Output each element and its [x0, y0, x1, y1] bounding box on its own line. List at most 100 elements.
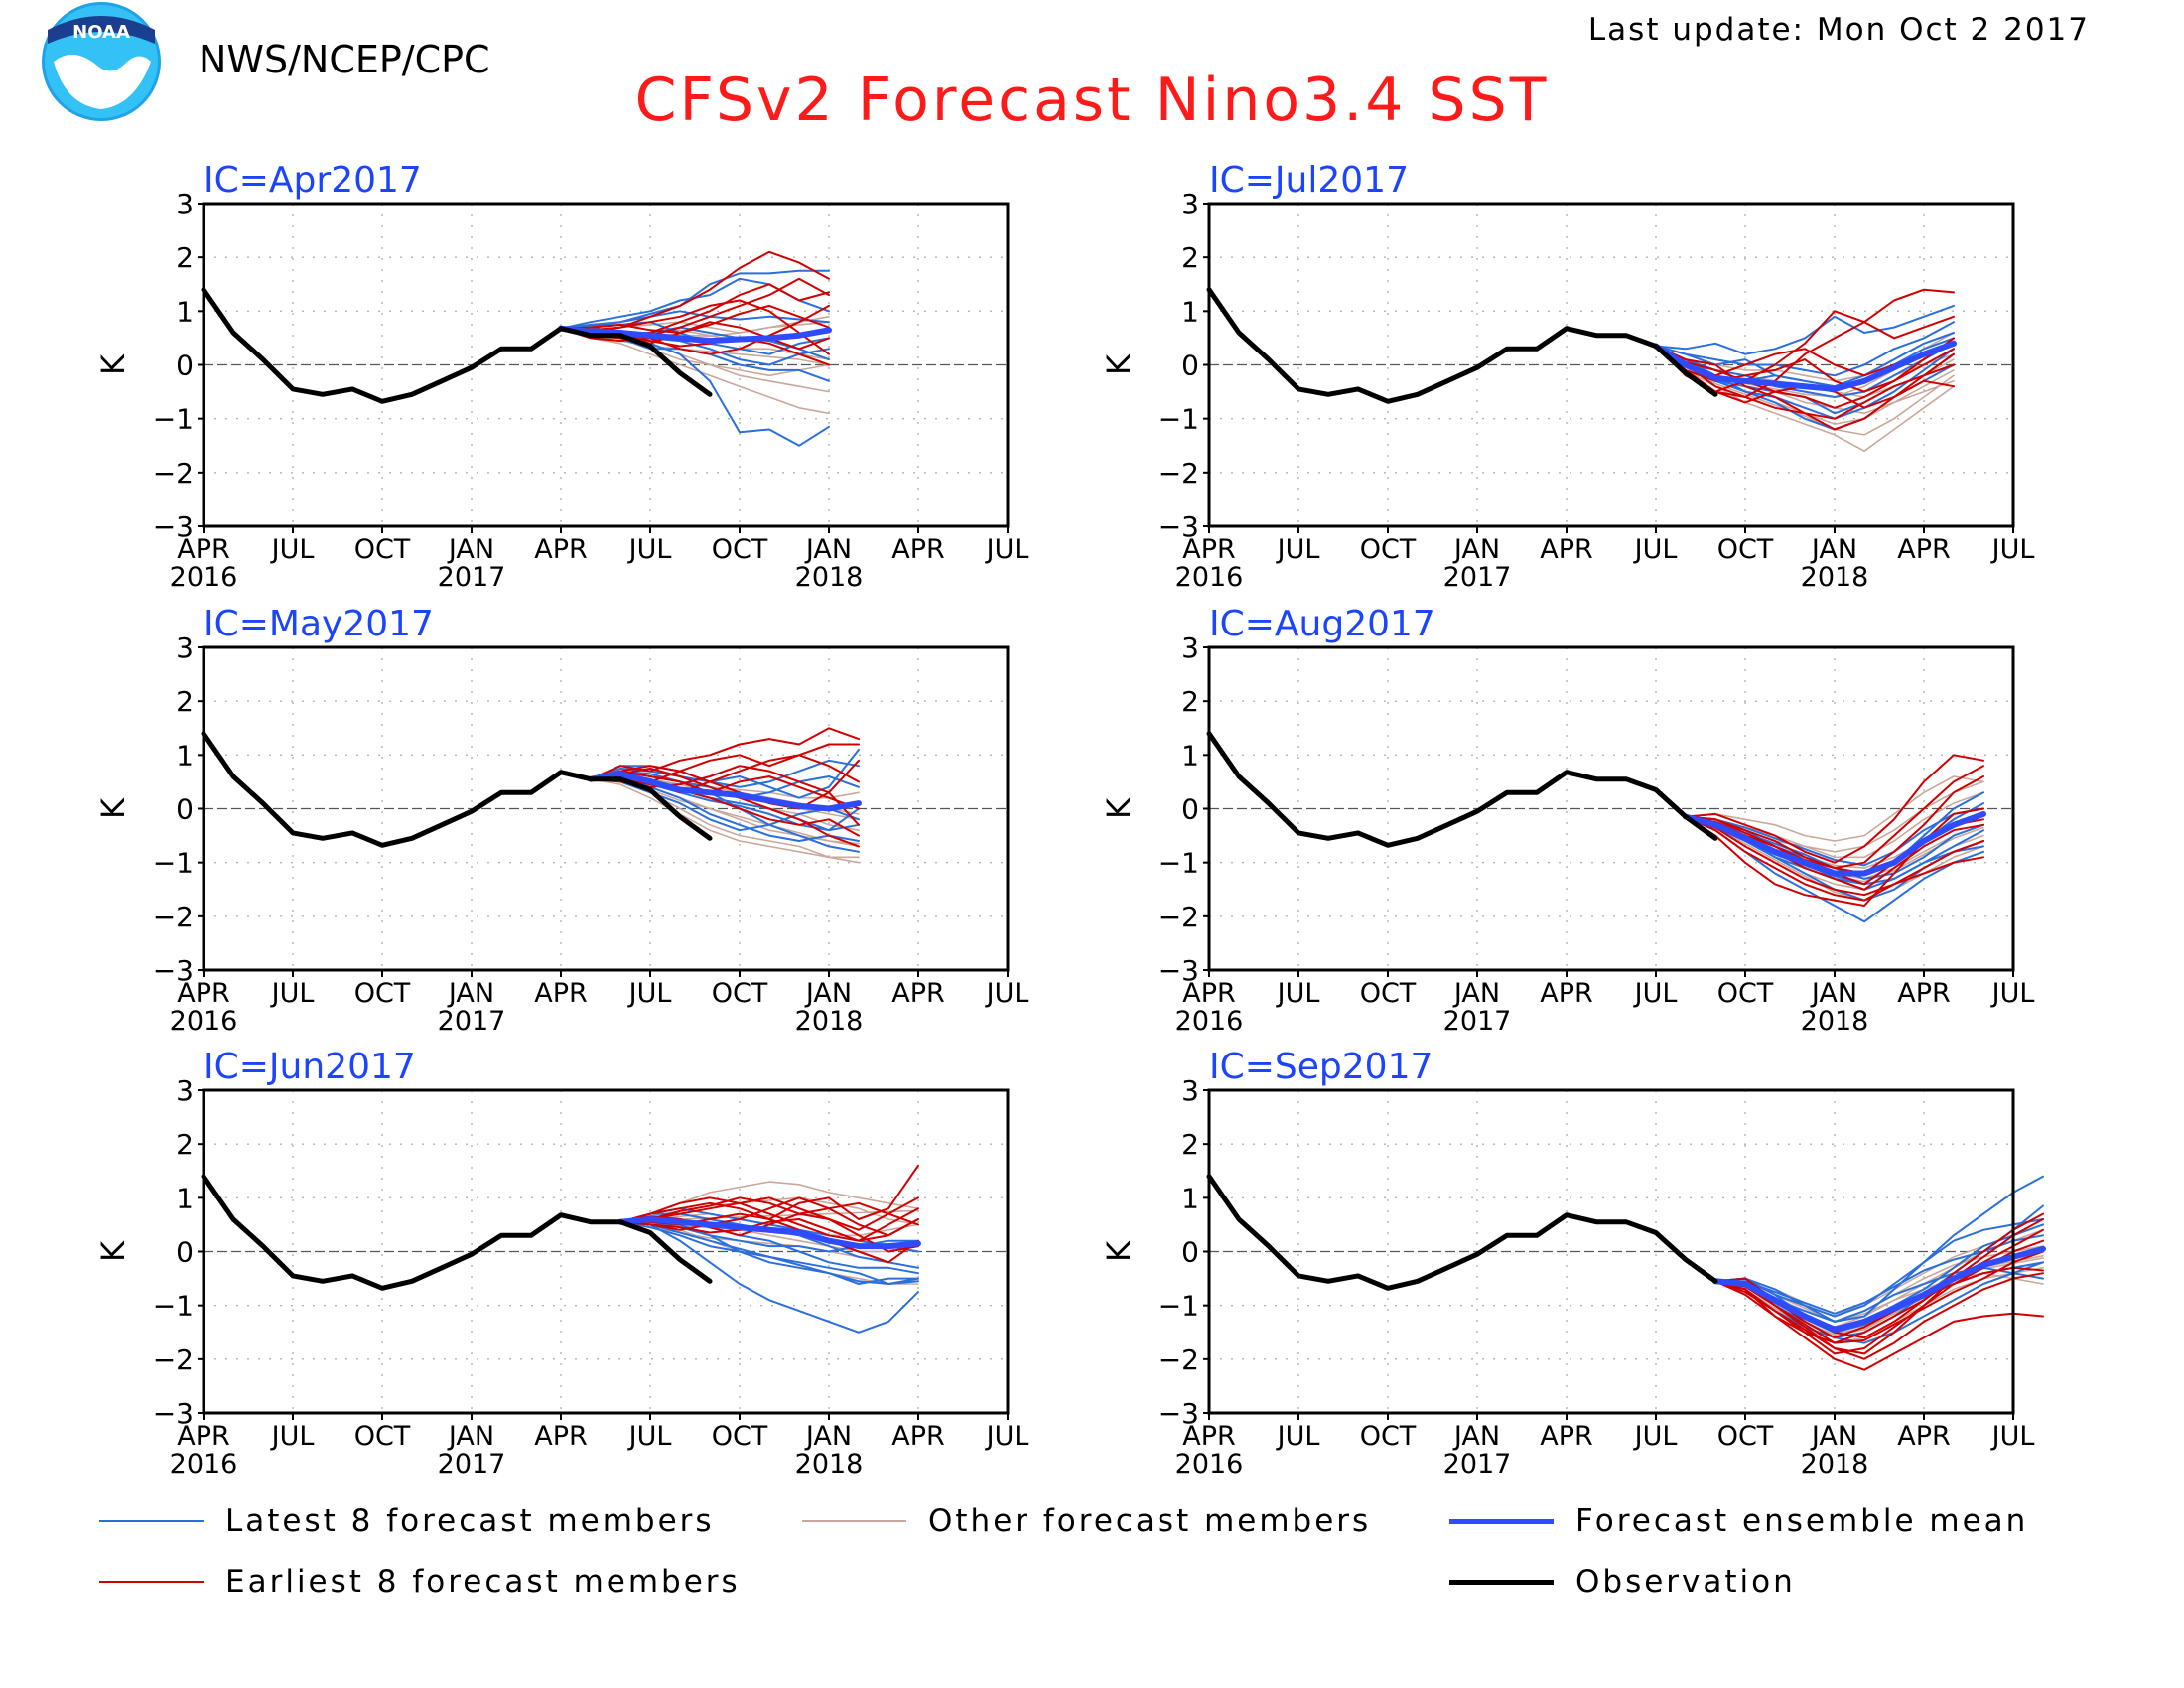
- ensemble-mean-line: [588, 771, 862, 812]
- x-tick-label: JUL: [270, 978, 315, 1009]
- y-tick-label: −1: [1159, 847, 1199, 880]
- y-tick-label: 2: [176, 1128, 194, 1161]
- y-tick-label: 1: [176, 1182, 194, 1214]
- earliest-member-line: [1685, 815, 1984, 902]
- x-tick-label: JAN: [1452, 978, 1500, 1009]
- y-tick-label: 2: [1181, 1128, 1199, 1161]
- other-member-line: [590, 777, 860, 859]
- plot-frame: [1207, 645, 2015, 972]
- earliest-member-line: [560, 304, 830, 334]
- latest-member-line: [590, 777, 860, 832]
- panel-title: IC=Apr2017: [204, 160, 422, 201]
- x-tick-label: APR: [1182, 978, 1236, 1009]
- noaa-logo: NOAA: [42, 2, 161, 121]
- x-tick-label: APR: [1182, 534, 1236, 565]
- x-tick-label: JAN: [447, 534, 494, 565]
- y-tick-label: 0: [176, 350, 194, 382]
- earliest-member-line: [1685, 754, 1984, 864]
- x-tick-label: JAN: [447, 1421, 494, 1452]
- observation-line: [1206, 287, 1718, 404]
- y-axis-label: K: [94, 1240, 132, 1262]
- x-tick-label: APR: [1182, 1421, 1236, 1452]
- y-axis-label: K: [1100, 797, 1138, 819]
- x-tick-label: JUL: [1276, 534, 1320, 565]
- panel-title: IC=Aug2017: [1209, 604, 1435, 644]
- x-tick-label: OCT: [712, 978, 768, 1009]
- x-tick-label: OCT: [354, 534, 411, 565]
- chart-title: CFSv2 Forecast Nino3.4 SST: [634, 66, 1550, 135]
- x-tick-label: JUL: [270, 1421, 315, 1452]
- y-tick-label: 0: [176, 1236, 194, 1269]
- y-tick-label: 3: [1181, 632, 1199, 664]
- legend-earliest-swatch: [99, 1581, 204, 1583]
- x-tick-label: APR: [177, 1421, 230, 1452]
- earliest-member-line: [590, 777, 860, 837]
- x-tick-year-label: 2017: [438, 1449, 506, 1479]
- latest-member-line: [560, 310, 830, 330]
- earliest-member-line: [619, 1196, 919, 1226]
- y-tick-label: −1: [1159, 1290, 1199, 1323]
- legend-mean-label: Forecast ensemble mean: [1575, 1503, 2029, 1539]
- x-tick-label: APR: [891, 978, 945, 1009]
- y-tick-label: 1: [1181, 739, 1199, 772]
- x-tick-label: JUL: [1276, 1421, 1320, 1452]
- observation-line: [1206, 1174, 1718, 1291]
- x-tick-label: APR: [1897, 534, 1951, 565]
- y-tick-label: −1: [1159, 403, 1199, 436]
- y-tick-label: −3: [1159, 954, 1199, 987]
- x-tick-label: APR: [1897, 1421, 1951, 1452]
- x-tick-year-label: 2016: [170, 1006, 238, 1037]
- y-tick-label: 0: [1181, 350, 1199, 382]
- x-tick-label: JUL: [985, 1421, 1029, 1452]
- earliest-member-line: [619, 1196, 919, 1231]
- x-tick-label: JAN: [1452, 534, 1500, 565]
- x-tick-year-label: 2018: [795, 1006, 864, 1037]
- x-tick-label: APR: [534, 978, 588, 1009]
- x-tick-label: OCT: [1717, 978, 1774, 1009]
- legend-latest: Latest 8 forecast members: [99, 1503, 715, 1539]
- observation-line: [201, 731, 713, 848]
- earliest-member-line: [619, 1196, 919, 1242]
- ensemble-mean-line: [1653, 340, 1957, 392]
- legend-other-swatch: [802, 1520, 906, 1522]
- other-member-line: [560, 327, 830, 415]
- x-tick-year-label: 2018: [1801, 562, 1869, 593]
- x-tick-label: JUL: [1633, 978, 1678, 1009]
- x-tick-label: JAN: [1452, 1421, 1500, 1452]
- earliest-member-line: [619, 1218, 919, 1242]
- legend-observation: Observation: [1449, 1564, 1796, 1600]
- x-tick-label: APR: [177, 534, 230, 565]
- x-tick-year-label: 2016: [1175, 562, 1244, 593]
- x-tick-label: JUL: [1990, 534, 2035, 565]
- x-tick-label: APR: [1540, 978, 1593, 1009]
- x-tick-label: JUL: [1633, 534, 1678, 565]
- x-tick-label: JAN: [1810, 1421, 1857, 1452]
- earliest-member-line: [560, 304, 830, 355]
- earliest-member-line: [1655, 345, 1955, 393]
- earliest-member-line: [1685, 807, 1984, 907]
- earliest-member-line: [1714, 1272, 2044, 1360]
- y-tick-label: 1: [1181, 295, 1199, 328]
- earliest-member-line: [590, 759, 860, 810]
- y-tick-label: 3: [176, 632, 194, 664]
- y-tick-label: −3: [153, 954, 194, 987]
- earliest-member-line: [619, 1196, 919, 1237]
- panel-title: IC=May2017: [204, 604, 434, 644]
- y-tick-label: 0: [176, 793, 194, 826]
- latest-member-line: [1714, 1234, 2044, 1315]
- x-tick-label: JAN: [804, 534, 852, 565]
- earliest-member-line: [1714, 1218, 2044, 1344]
- legend-mean: Forecast ensemble mean: [1449, 1503, 2028, 1539]
- y-tick-label: 2: [176, 685, 194, 718]
- other-member-line: [1685, 775, 1984, 842]
- other-member-line: [560, 327, 830, 366]
- x-tick-year-label: 2018: [795, 562, 864, 593]
- x-tick-label: APR: [534, 1421, 588, 1452]
- latest-member-line: [1685, 807, 1984, 867]
- plot-frame: [202, 645, 1010, 972]
- y-tick-label: −3: [153, 510, 194, 543]
- y-tick-label: −1: [153, 403, 194, 436]
